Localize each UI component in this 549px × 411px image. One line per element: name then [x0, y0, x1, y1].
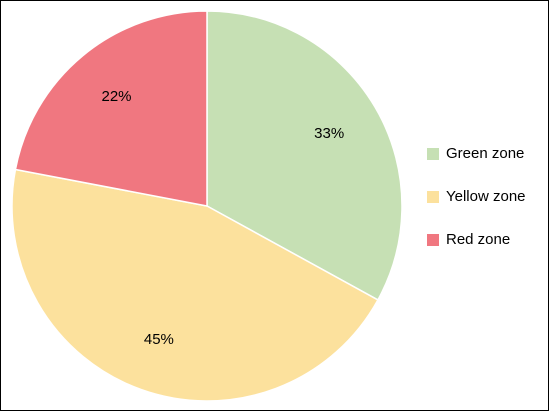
legend-swatch-red-zone: [427, 233, 439, 246]
legend-item-red-zone: Red zone: [427, 229, 526, 250]
legend-swatch-green-zone: [427, 147, 439, 160]
pie-slice-red-zone: [14, 10, 208, 207]
legend-item-yellow-zone: Yellow zone: [427, 186, 526, 207]
legend-item-green-zone: Green zone: [427, 143, 526, 164]
pie-slice-yellow-zone: [11, 168, 379, 402]
pie-label-red-zone: 22%: [101, 88, 131, 105]
legend-label-green-zone: Green zone: [446, 145, 525, 162]
pie-slice-green-zone: [206, 10, 403, 301]
legend: Green zone Yellow zone Red zone: [427, 143, 526, 272]
legend-label-red-zone: Red zone: [446, 231, 511, 248]
legend-swatch-yellow-zone: [427, 190, 439, 203]
pie-label-green-zone: 33%: [314, 125, 344, 142]
pie-chart: 33% 45% 22%: [11, 10, 403, 402]
legend-label-yellow-zone: Yellow zone: [446, 188, 526, 205]
pie-label-yellow-zone: 45%: [144, 331, 174, 348]
